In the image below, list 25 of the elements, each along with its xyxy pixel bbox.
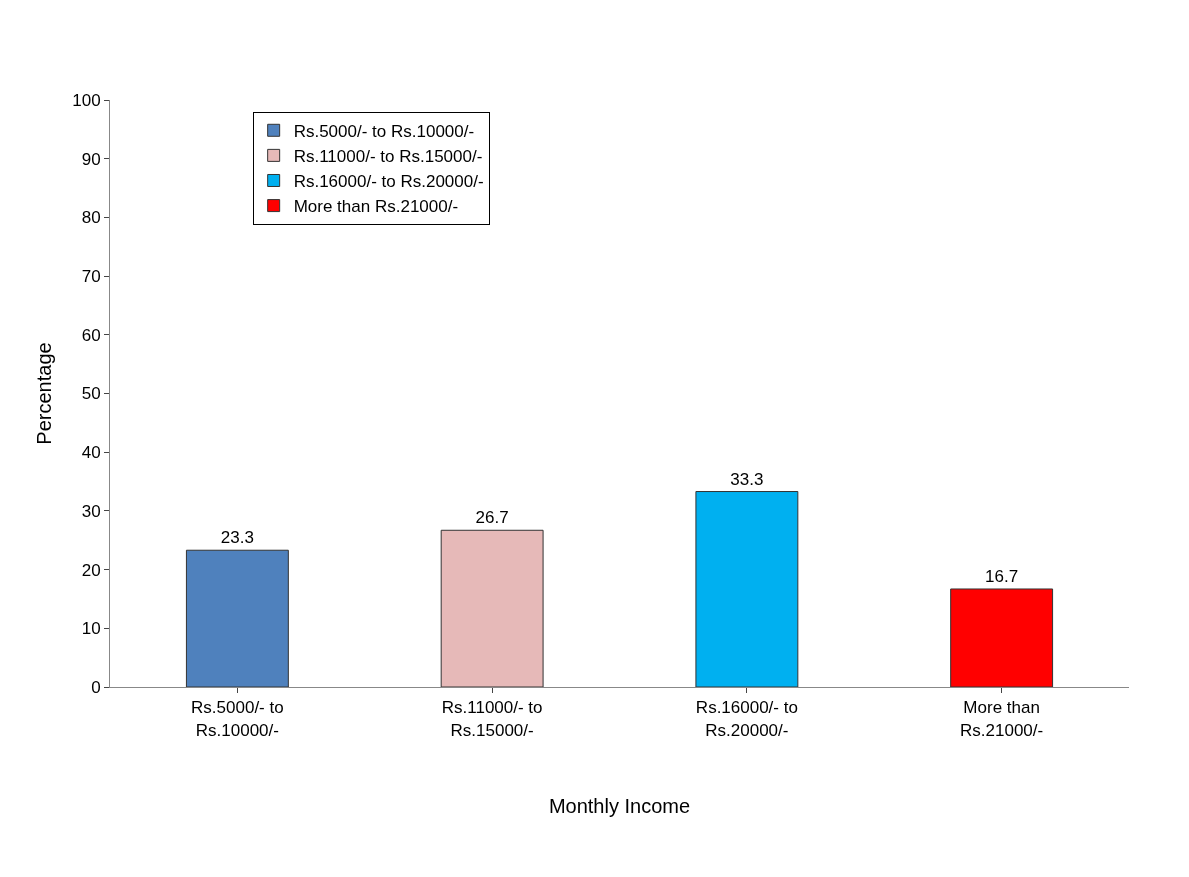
legend-label: Rs.11000/- to Rs.15000/-: [293, 147, 483, 167]
y-axis-title: Percentage: [32, 342, 55, 445]
y-tick-label: 80: [81, 208, 101, 228]
y-tick-label: 0: [91, 677, 101, 697]
y-tick-label: 40: [81, 443, 101, 463]
x-tick-label: Rs.16000/- to Rs.20000/-: [695, 698, 798, 740]
legend-label: Rs.5000/- to Rs.10000/-: [293, 121, 475, 141]
y-tick-label: 30: [81, 501, 101, 521]
y-tick-label: 10: [81, 619, 101, 639]
x-tick-label: Rs.5000/- to Rs.10000/-: [191, 698, 284, 740]
y-tick-label: 50: [81, 384, 101, 404]
y-tick-label: 60: [81, 325, 101, 345]
legend-label: Rs.16000/- to Rs.20000/-: [293, 172, 484, 192]
y-tick-label: 100: [72, 90, 101, 110]
data-label: 33.3: [730, 469, 764, 489]
y-tick-label: 90: [81, 149, 101, 169]
x-tick-label: Rs.11000/- to Rs.15000/-: [441, 698, 543, 740]
y-tick-label: 70: [81, 267, 101, 287]
x-axis-title: Monthly Income: [548, 795, 691, 817]
data-label: 16.7: [985, 566, 1019, 586]
x-tick-label: More than Rs.21000/-: [960, 698, 1044, 740]
data-label: 23.3: [220, 528, 254, 548]
data-label: 26.7: [475, 508, 509, 528]
y-tick-label: 20: [81, 560, 101, 580]
legend-label: More than Rs.21000/-: [293, 197, 459, 217]
